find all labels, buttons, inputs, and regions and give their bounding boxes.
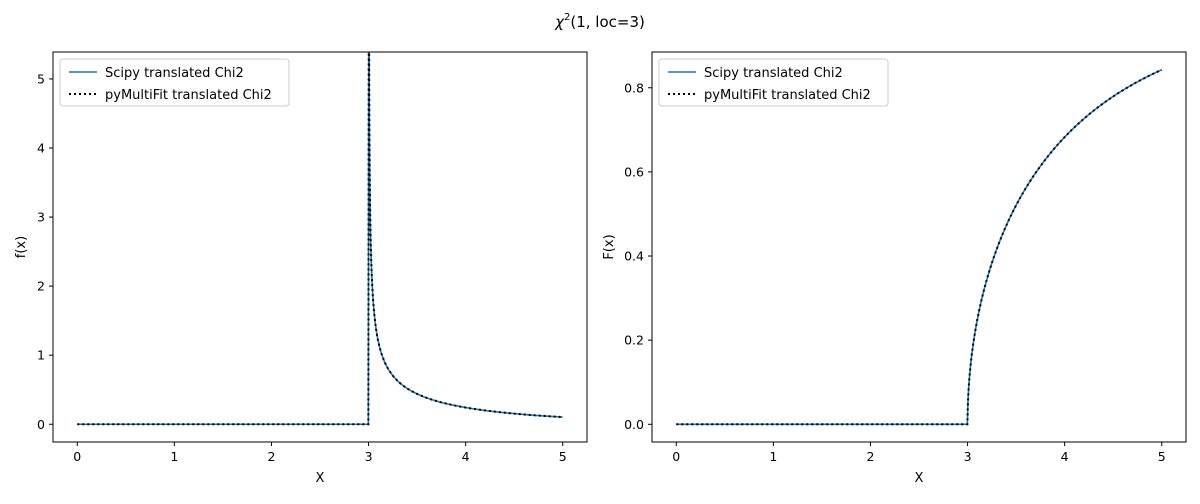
- legend-label-pymultifit: pyMultiFit translated Chi2: [704, 88, 871, 103]
- x-tick-label: 3: [365, 449, 373, 464]
- x-tick-label: 0: [73, 449, 81, 464]
- x-tick-label: 0: [672, 449, 680, 464]
- axes-frame: [651, 51, 1187, 443]
- axes-frame: [52, 51, 588, 443]
- legend: Scipy translated Chi2 pyMultiFit translat…: [658, 58, 889, 107]
- x-tick-label: 5: [1158, 449, 1166, 464]
- x-tick-label: 4: [462, 449, 470, 464]
- y-tick-label: 0: [37, 417, 45, 432]
- suptitle-symbol: χ: [554, 13, 565, 31]
- series-line-pymultifit: [676, 68, 1163, 426]
- y-tick-label: 0.6: [624, 164, 644, 179]
- y-tick-label: 3: [37, 210, 45, 225]
- series-line-scipy: [676, 69, 1163, 426]
- y-tick-label: 0.4: [624, 249, 644, 264]
- y-tick-label: 1: [37, 348, 45, 363]
- figure-suptitle: χ2(1, loc=3): [554, 12, 645, 31]
- y-tick-label: 4: [37, 140, 45, 155]
- y-tick-label: 0.8: [624, 80, 644, 95]
- legend-label-pymultifit: pyMultiFit translated Chi2: [105, 88, 272, 103]
- x-tick-label: 2: [267, 449, 275, 464]
- y-tick-label: 2: [37, 279, 45, 294]
- x-tick-label: 3: [964, 449, 972, 464]
- legend-box: [59, 58, 290, 107]
- x-tick-label: 1: [769, 449, 777, 464]
- chart-panel-2: 0 1 2 3 4 5 0.0 0.2 0.4 0.6 0.8 X F(x) Scipy translat…: [602, 51, 1187, 486]
- legend: Scipy translated Chi2 pyMultiFit translat…: [59, 58, 290, 107]
- x-axis-label: X: [915, 471, 924, 486]
- series-line-pymultifit: [77, 52, 563, 426]
- y-axis-label: F(x): [602, 234, 617, 259]
- x-tick-label: 5: [559, 449, 567, 464]
- legend-label-scipy: Scipy translated Chi2: [704, 66, 843, 81]
- y-axis-label: f(x): [14, 236, 29, 258]
- legend-label-scipy: Scipy translated Chi2: [105, 66, 244, 81]
- suptitle-rest: (1, loc=3): [570, 13, 645, 31]
- legend-box: [658, 58, 889, 107]
- x-tick-label: 1: [170, 449, 178, 464]
- y-tick-label: 0.2: [624, 333, 644, 348]
- x-tick-label: 4: [1061, 449, 1069, 464]
- x-axis-label: X: [316, 471, 325, 486]
- suptitle-superscript: 2: [564, 12, 570, 23]
- x-tick-label: 2: [866, 449, 874, 464]
- y-tick-label: 0.0: [624, 417, 644, 432]
- y-tick-label: 5: [37, 71, 45, 86]
- chart-panel-1: 0 1 2 3 4 5 0 1 2 3 4 5 Xf(x) Scipy translated Chi2 py…: [14, 51, 588, 486]
